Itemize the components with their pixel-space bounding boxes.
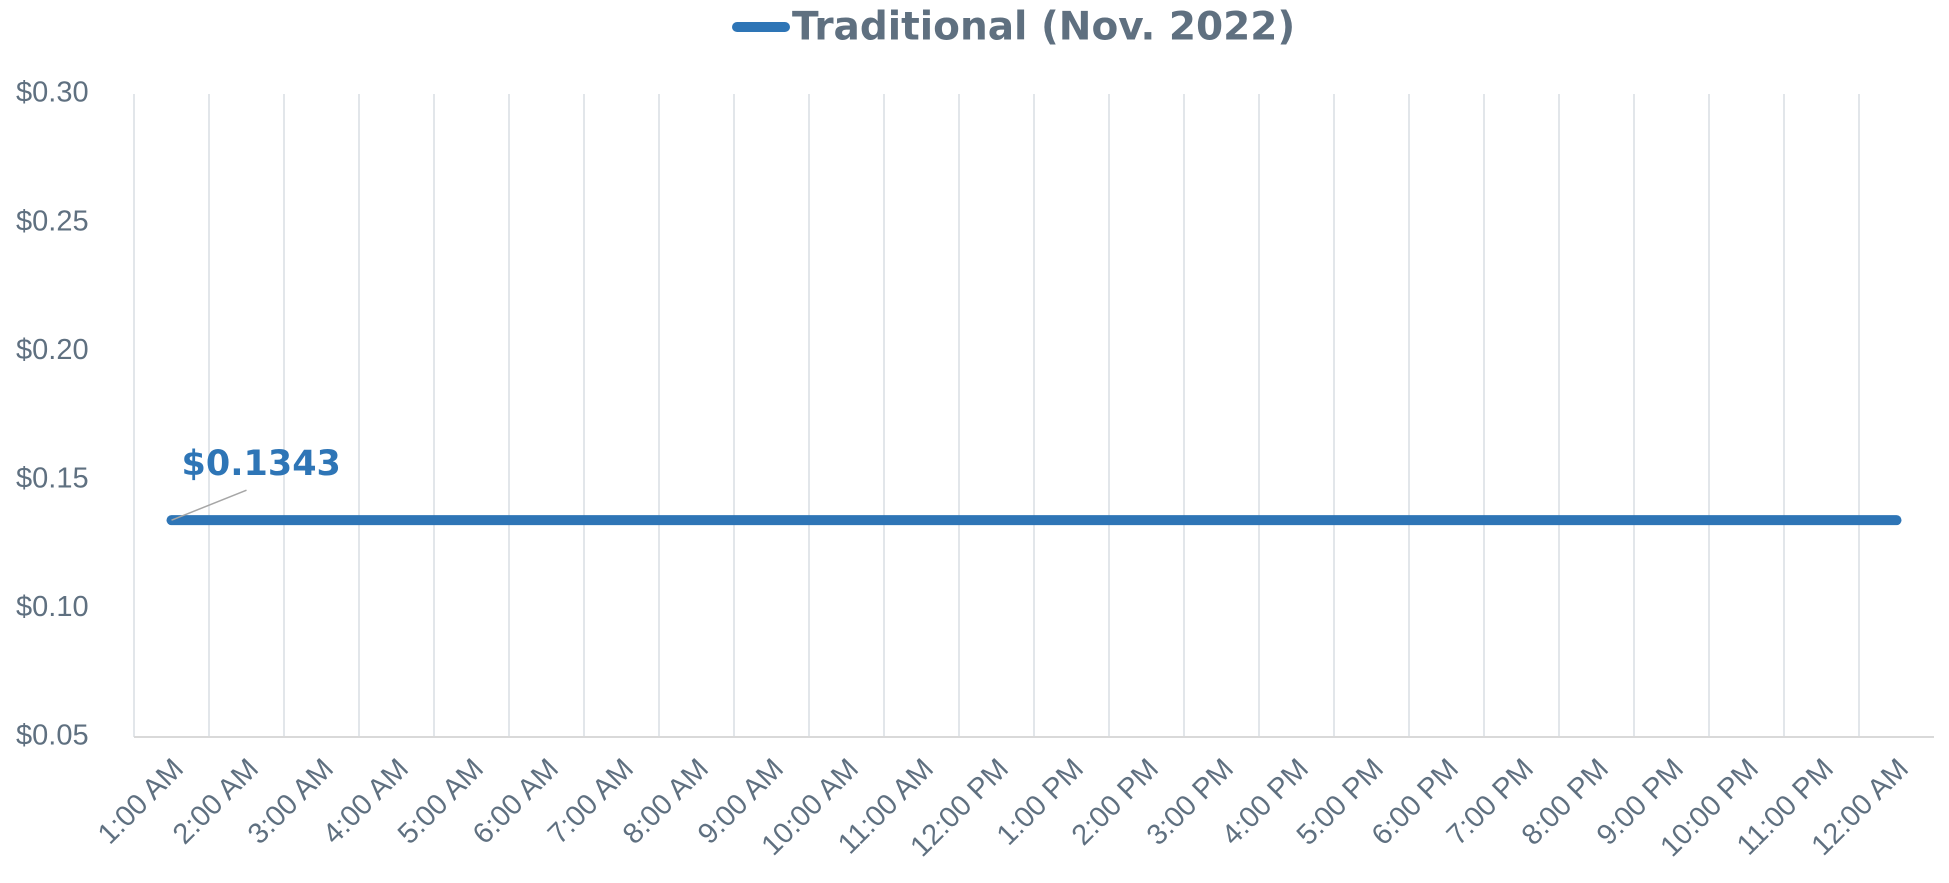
y-tick-label: $0.30 — [16, 77, 89, 109]
data-label: $0.1343 — [182, 444, 341, 484]
y-tick-label: $0.05 — [16, 720, 89, 752]
y-tick-label: $0.10 — [16, 591, 89, 623]
y-tick-label: $0.20 — [16, 334, 89, 366]
y-tick-label: $0.15 — [16, 462, 89, 494]
y-tick-label: $0.25 — [16, 205, 89, 237]
leader-line — [171, 489, 247, 521]
legend-label: Traditional (Nov. 2022) — [792, 5, 1295, 50]
